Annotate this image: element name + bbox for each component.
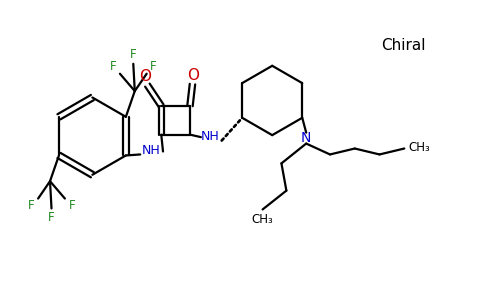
Text: CH₃: CH₃ [408,141,430,154]
Text: F: F [110,60,116,73]
Text: O: O [187,68,199,83]
Text: O: O [139,69,151,84]
Text: Chiral: Chiral [381,38,426,53]
Text: F: F [69,199,75,212]
Text: F: F [48,211,55,224]
Text: F: F [28,199,34,212]
Text: F: F [151,60,157,73]
Text: F: F [130,48,136,62]
Text: NH: NH [200,130,219,143]
Text: NH: NH [142,144,161,157]
Text: CH₃: CH₃ [251,213,273,226]
Text: N: N [301,130,311,145]
